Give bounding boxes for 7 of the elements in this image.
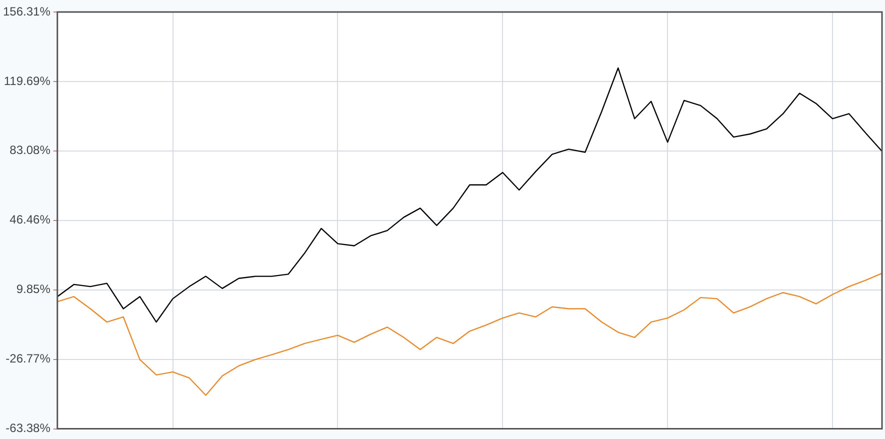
y-tick-label: 119.69% (4, 74, 51, 88)
y-tick-label: 9.85% (16, 282, 51, 296)
y-tick-label: -26.77% (6, 352, 51, 366)
y-tick-label: 46.46% (10, 212, 51, 227)
y-tick-label: 156.31% (3, 4, 51, 18)
y-tick-label: -63.38% (6, 421, 51, 436)
y-tick-label: 83.08% (10, 143, 51, 158)
